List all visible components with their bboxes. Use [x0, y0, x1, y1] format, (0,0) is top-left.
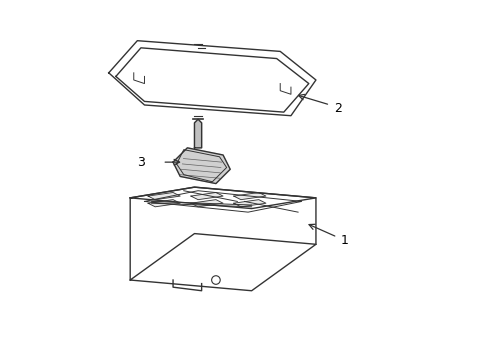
Text: 3: 3	[136, 156, 144, 168]
Polygon shape	[190, 193, 223, 200]
Polygon shape	[194, 119, 201, 148]
Polygon shape	[233, 200, 265, 207]
Text: 1: 1	[340, 234, 348, 247]
Polygon shape	[190, 200, 223, 207]
Polygon shape	[148, 200, 180, 207]
Text: 2: 2	[333, 102, 341, 115]
Polygon shape	[173, 148, 230, 184]
Polygon shape	[148, 193, 180, 200]
Polygon shape	[233, 193, 265, 200]
